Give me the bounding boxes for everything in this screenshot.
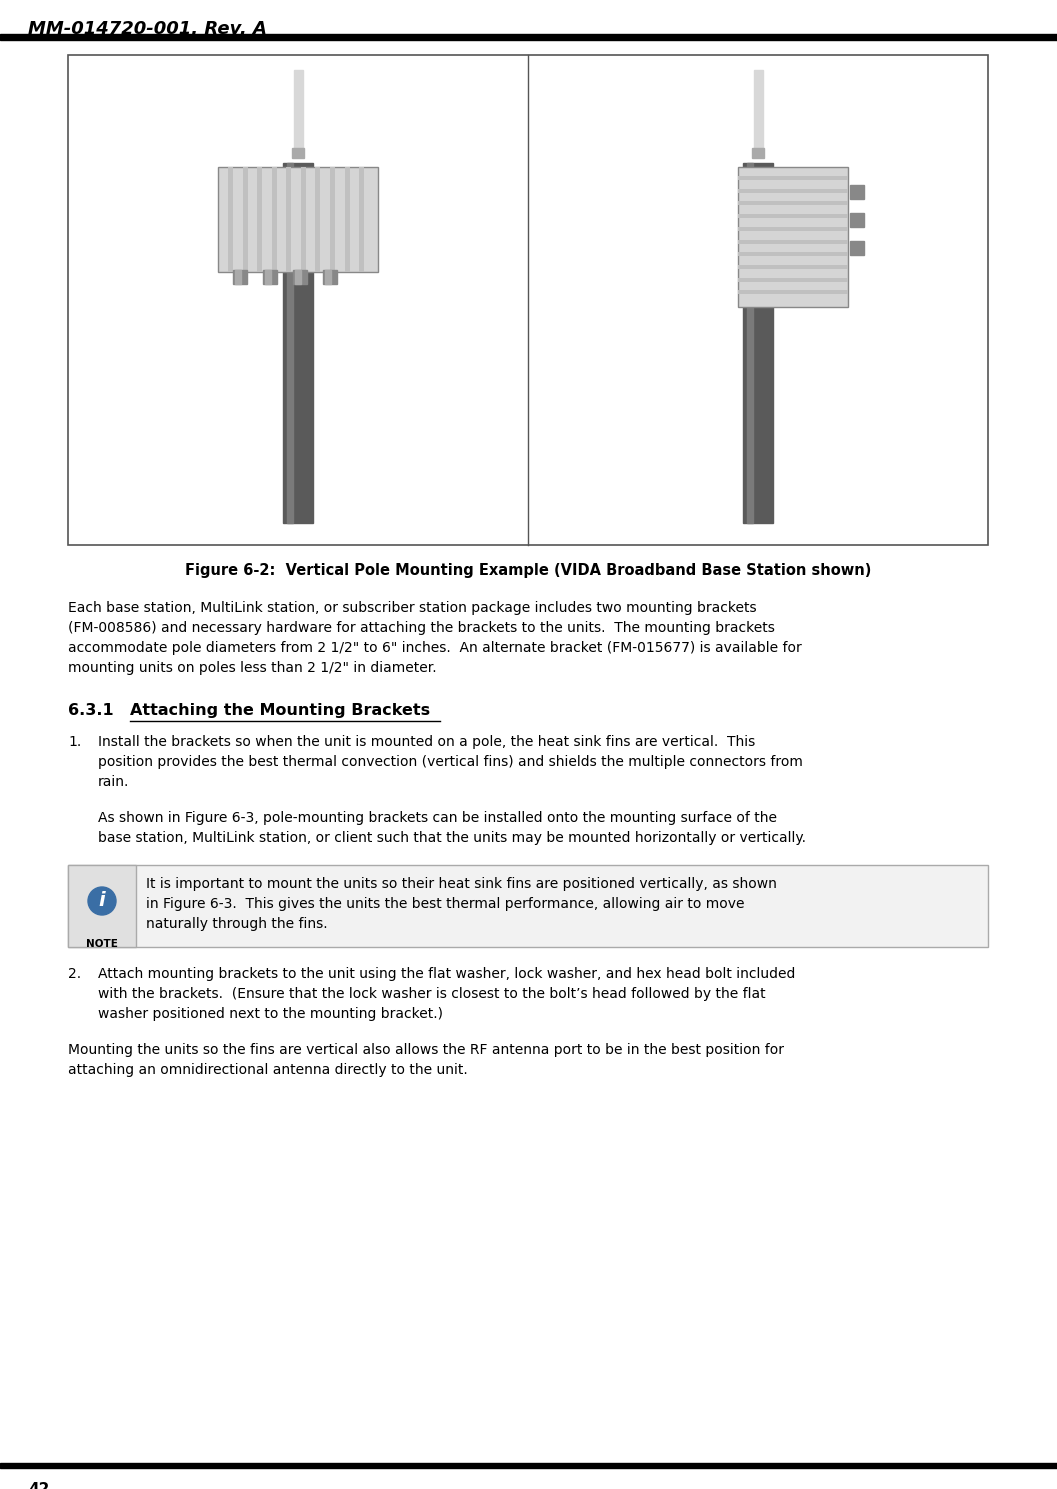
Bar [294, 70, 302, 155]
Bar [286, 167, 292, 272]
Bar [68, 55, 988, 545]
Bar [272, 167, 277, 272]
Bar [323, 270, 337, 284]
Bar [265, 270, 271, 284]
Bar [293, 270, 307, 284]
Bar [738, 252, 848, 256]
Text: Install the brackets so when the unit is mounted on a pole, the heat sink fins a: Install the brackets so when the unit is… [98, 736, 756, 749]
Text: 6.3.1: 6.3.1 [68, 703, 113, 718]
Bar [359, 167, 364, 272]
Bar [283, 162, 313, 523]
Bar [850, 213, 864, 226]
Bar [738, 176, 848, 180]
Text: It is important to mount the units so their heat sink fins are positioned vertic: It is important to mount the units so th… [146, 877, 777, 890]
Bar [738, 167, 848, 307]
Text: mounting units on poles less than 2 1/2" in diameter.: mounting units on poles less than 2 1/2"… [68, 661, 437, 675]
Bar [738, 201, 848, 205]
Bar [738, 290, 848, 295]
Bar [738, 189, 848, 192]
Bar [738, 214, 848, 217]
Bar [292, 147, 304, 158]
Text: rain.: rain. [98, 774, 129, 789]
Bar [228, 167, 234, 272]
Text: (FM-008586) and necessary hardware for attaching the brackets to the units.  The: (FM-008586) and necessary hardware for a… [68, 621, 775, 634]
Text: i: i [98, 892, 106, 910]
Circle shape [88, 887, 116, 916]
Text: with the brackets.  (Ensure that the lock washer is closest to the bolt’s head f: with the brackets. (Ensure that the lock… [98, 987, 765, 1001]
Bar [235, 270, 241, 284]
Bar [754, 70, 762, 155]
Bar [233, 270, 247, 284]
Bar [301, 167, 305, 272]
Bar [738, 278, 848, 281]
Text: Each base station, MultiLink station, or subscriber station package includes two: Each base station, MultiLink station, or… [68, 602, 757, 615]
Bar [263, 270, 277, 284]
Bar [257, 167, 262, 272]
Text: 42: 42 [27, 1482, 50, 1489]
Text: base station, MultiLink station, or client such that the units may be mounted ho: base station, MultiLink station, or clie… [98, 831, 806, 844]
Bar [68, 865, 136, 947]
Bar [0, 34, 1057, 40]
Bar [743, 162, 773, 523]
Bar [68, 865, 988, 947]
Bar [324, 270, 331, 284]
Bar [738, 265, 848, 270]
Bar [752, 147, 764, 158]
Bar [0, 1464, 1057, 1468]
Bar [218, 167, 378, 272]
Text: Attaching the Mounting Brackets: Attaching the Mounting Brackets [130, 703, 430, 718]
Text: Mounting the units so the fins are vertical also allows the RF antenna port to b: Mounting the units so the fins are verti… [68, 1042, 784, 1057]
Text: in Figure 6-3.  This gives the units the best thermal performance, allowing air : in Figure 6-3. This gives the units the … [146, 896, 744, 911]
Text: Attach mounting brackets to the unit using the flat washer, lock washer, and hex: Attach mounting brackets to the unit usi… [98, 966, 795, 981]
Bar [747, 162, 753, 523]
Bar [330, 167, 335, 272]
Text: washer positioned next to the mounting bracket.): washer positioned next to the mounting b… [98, 1007, 443, 1021]
Text: attaching an omnidirectional antenna directly to the unit.: attaching an omnidirectional antenna dir… [68, 1063, 468, 1077]
Bar [345, 167, 350, 272]
Bar [738, 240, 848, 244]
Bar [288, 162, 293, 523]
Bar [315, 167, 320, 272]
Text: As shown in Figure 6-3, pole-mounting brackets can be installed onto the mountin: As shown in Figure 6-3, pole-mounting br… [98, 812, 777, 825]
Bar [295, 270, 301, 284]
Text: 1.: 1. [68, 736, 81, 749]
Text: Figure 6-2:  Vertical Pole Mounting Example (VIDA Broadband Base Station shown): Figure 6-2: Vertical Pole Mounting Examp… [185, 563, 871, 578]
Text: position provides the best thermal convection (vertical fins) and shields the mu: position provides the best thermal conve… [98, 755, 803, 768]
Text: NOTE: NOTE [86, 940, 118, 948]
Text: naturally through the fins.: naturally through the fins. [146, 917, 328, 931]
Bar [738, 226, 848, 231]
Text: 2.: 2. [68, 966, 81, 981]
Text: MM-014720-001, Rev. A: MM-014720-001, Rev. A [27, 19, 266, 39]
Text: accommodate pole diameters from 2 1/2" to 6" inches.  An alternate bracket (FM-0: accommodate pole diameters from 2 1/2" t… [68, 640, 802, 655]
Bar [243, 167, 247, 272]
Bar [850, 185, 864, 200]
Bar [850, 241, 864, 255]
